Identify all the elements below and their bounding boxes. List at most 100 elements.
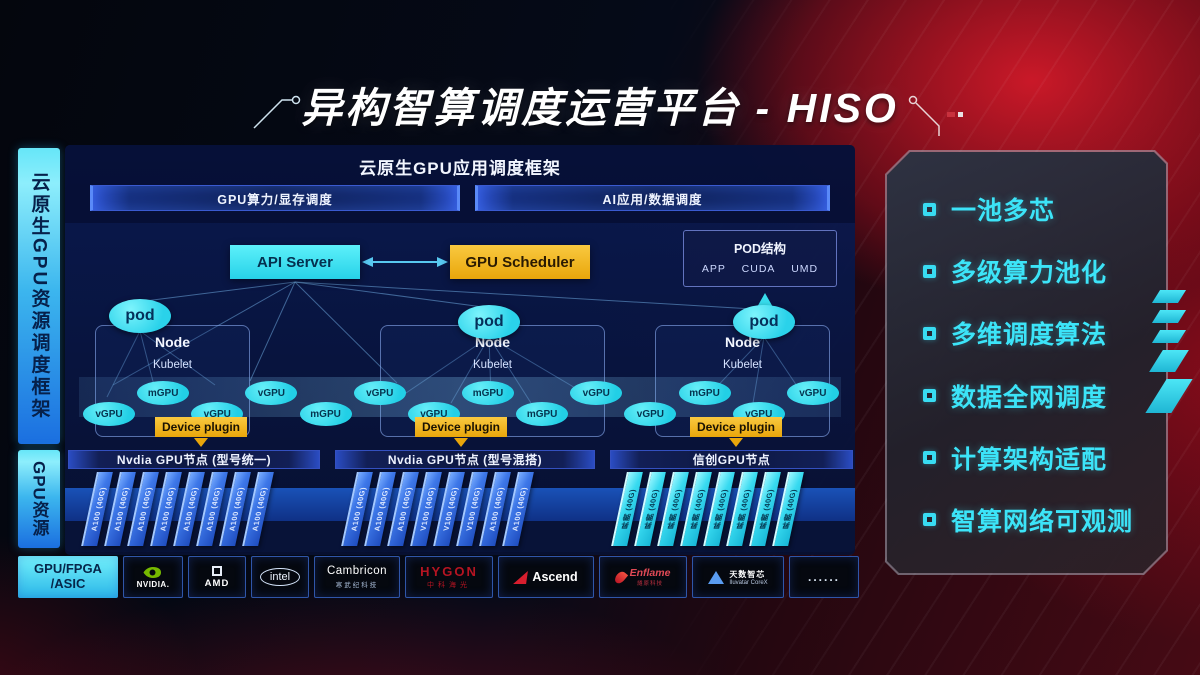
- pod-2-ellipse: pod: [458, 305, 520, 339]
- gpu-card-label: V100 (40G): [440, 487, 460, 531]
- vendor-amd: AMD: [188, 556, 246, 598]
- feature-label: 智算网络可观测: [951, 507, 1134, 536]
- iluvatar-triangle-icon: [708, 570, 725, 584]
- vendor-hygon: HYGON 中科海光: [405, 556, 493, 598]
- stripe-icon: [1149, 350, 1189, 372]
- feature-item: 数据全网调度: [923, 378, 1166, 414]
- pod-structure-box: POD结构 APP CUDA UMD: [683, 230, 837, 287]
- hazard-stripes-decoration: [1145, 290, 1193, 413]
- feature-item: 一池多芯: [923, 191, 1166, 227]
- feature-item: 计算架构适配: [923, 440, 1166, 476]
- square-bullet-icon: [923, 451, 936, 464]
- ascend-wordmark: Ascend: [532, 570, 578, 584]
- gpu-card-group-2: A100 (40G) A100 (40G) A100 (40G) V100 (40G)…: [341, 472, 534, 546]
- iluvatar-subtitle: Iluvatar CoreX: [729, 579, 768, 586]
- feature-panel: 一池多芯 多级算力池化 多维调度算法 数据全网调度 计算架构适配: [887, 152, 1166, 573]
- api-server-box: API Server: [230, 245, 360, 279]
- gpu-ellipse: vGPU: [624, 402, 677, 426]
- gpu-card-label: 昇腾 (40G): [665, 488, 683, 530]
- app-framework-title: 云原生GPU应用调度框架: [359, 159, 561, 178]
- feature-label: 计算架构适配: [951, 445, 1108, 474]
- down-arrow-icon: [194, 438, 208, 447]
- gpu-card-label: 昇腾 (40G): [619, 488, 637, 530]
- gpu-card-label: A100 (40G): [348, 486, 368, 532]
- vendor-row: GPU/FPGA /ASIC NVIDIA. AMD intel Cambric…: [18, 556, 863, 598]
- flame-icon: [612, 569, 628, 585]
- down-arrow-icon: [729, 438, 743, 447]
- node-3-label: Node: [725, 334, 760, 350]
- gpu-card-label: 昇腾 (40G): [642, 488, 660, 530]
- pod-3-ellipse: pod: [733, 305, 795, 339]
- stripe-icon: [1151, 290, 1187, 303]
- pod-structure-items: APP CUDA UMD: [684, 257, 836, 275]
- iluvatar-wordmark: 天数智芯: [729, 569, 766, 579]
- gpu-card-label: 昇腾 (40G): [780, 488, 798, 530]
- gpu-compute-scheduling-bar: GPU算力/显存调度: [90, 185, 460, 211]
- feature-item: 智算网络可观测: [923, 502, 1166, 538]
- gpu-group-3-label: 信创GPU节点: [610, 450, 853, 469]
- hardware-type-label: GPU/FPGA /ASIC: [18, 556, 118, 598]
- gpu-ellipse: mGPU: [299, 402, 352, 426]
- iluvatar-text-block: 天数智芯 Iluvatar CoreX: [729, 569, 767, 586]
- gpu-card-label: A100 (40G): [88, 486, 108, 532]
- gpu-card-label: V100 (40G): [463, 487, 483, 531]
- gpu-card-label: A100 (40G): [203, 486, 223, 532]
- device-plugin-2: Device plugin: [415, 417, 507, 437]
- hardware-type-line2: /ASIC: [50, 576, 86, 591]
- more-dots-label: ......: [807, 570, 840, 584]
- gpu-ellipse: mGPU: [461, 381, 514, 405]
- gpu-card-label: A100 (40G): [134, 486, 154, 532]
- square-bullet-icon: [923, 203, 936, 216]
- hygon-wordmark: HYGON: [420, 564, 478, 579]
- hardware-type-line1: GPU/FPGA: [34, 561, 102, 577]
- hygon-subtitle: 中科海光: [427, 582, 471, 589]
- square-bullet-icon: [923, 265, 936, 278]
- enflame-text-block: Enflame 燧原科技: [630, 567, 671, 587]
- feature-item: 多维调度算法: [923, 315, 1166, 351]
- amd-square-icon: [212, 565, 222, 576]
- gpu-card-label: A100 (40G): [394, 486, 414, 532]
- ascend-triangle-icon: [513, 570, 529, 584]
- gpu-card-label: A100 (40G): [486, 486, 506, 532]
- device-plugin-1: Device plugin: [155, 417, 247, 437]
- sidebar-scheduling-frame-bar: 云原生GPU资源调度框架: [18, 148, 60, 444]
- gpu-ellipse: mGPU: [516, 402, 569, 426]
- gpu-card-label: A100 (40G): [226, 486, 246, 532]
- gpu-ellipse: mGPU: [678, 381, 731, 405]
- ai-app-scheduling-bar: AI应用/数据调度: [475, 185, 830, 211]
- feature-label: 多维调度算法: [951, 321, 1108, 350]
- vendor-cambricon: Cambricon 寒武纪科技: [314, 556, 400, 598]
- vendor-enflame: Enflame 燧原科技: [599, 556, 687, 598]
- cambricon-wordmark: Cambricon: [326, 565, 388, 577]
- node-2-kubelet-label: Kubelet: [472, 359, 512, 371]
- gpu-ellipse: vGPU: [786, 381, 839, 405]
- gpu-card-label: 昇腾 (40G): [734, 488, 752, 530]
- square-bullet-icon: [923, 389, 936, 402]
- feature-item: 多级算力池化: [923, 253, 1166, 289]
- down-arrow-icon: [454, 438, 468, 447]
- node-1-label: Node: [155, 334, 190, 350]
- pod-structure-item: APP: [701, 263, 726, 275]
- device-plugin-3: Device plugin: [690, 417, 782, 437]
- nvidia-eye-icon: [143, 566, 161, 578]
- node-3-kubelet-label: Kubelet: [722, 359, 762, 371]
- gpu-ellipse-row: vGPU mGPU vGPU vGPU mGPU vGPU vGPU mGPU mGPU vGPU…: [83, 381, 839, 426]
- gpu-card-label: A100 (40G): [157, 486, 177, 532]
- amd-wordmark: AMD: [204, 577, 230, 589]
- gpu-group-2-label: Nvdia GPU节点 (型号混搭): [335, 450, 595, 469]
- feature-label: 一池多芯: [951, 197, 1056, 226]
- vendor-intel: intel: [251, 556, 309, 598]
- square-bullet-icon: [923, 327, 936, 340]
- gpu-card-label: 昇腾 (40G): [711, 488, 729, 530]
- pod-structure-title: POD结构: [733, 242, 787, 256]
- square-bullet-icon: [923, 513, 936, 526]
- page-title: 异构智算调度运营平台 - HISO: [301, 85, 899, 131]
- intel-oval-icon: intel: [259, 568, 301, 586]
- gpu-card-group-3: 昇腾 (40G) 昇腾 (40G) 昇腾 (40G) 昇腾 (40G) 昇腾 (40G)…: [611, 472, 804, 546]
- gpu-ellipse: vGPU: [245, 381, 298, 405]
- gpu-card-label: A100 (40G): [371, 486, 391, 532]
- stripe-icon: [1151, 330, 1187, 343]
- gpu-card-label: A100 (40G): [249, 486, 269, 532]
- pod-1-ellipse: pod: [109, 299, 171, 333]
- architecture-panel: 云原生GPU应用调度框架 GPU算力/显存调度 AI应用/数据调度 API Se…: [65, 145, 855, 555]
